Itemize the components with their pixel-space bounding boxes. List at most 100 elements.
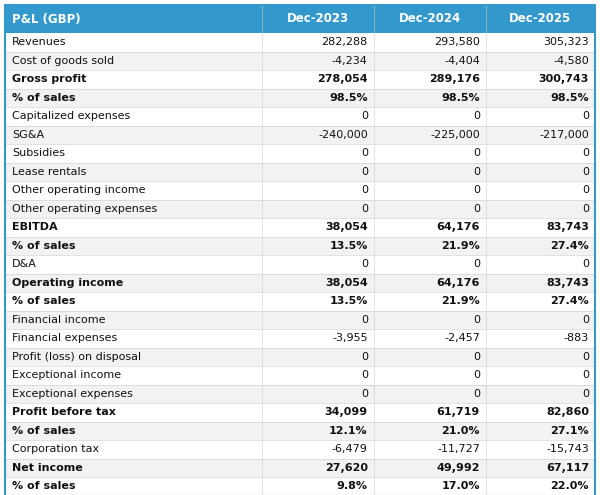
Text: % of sales: % of sales: [12, 426, 76, 436]
Text: 0: 0: [582, 315, 589, 325]
Text: 61,719: 61,719: [437, 407, 480, 417]
Bar: [5, 107, 595, 126]
Bar: [5, 458, 595, 477]
Bar: [5, 33, 595, 51]
Text: -2,457: -2,457: [444, 333, 480, 343]
Text: Other operating income: Other operating income: [12, 185, 146, 195]
Text: 0: 0: [473, 370, 480, 380]
Text: 300,743: 300,743: [539, 74, 589, 84]
Text: 0: 0: [361, 370, 368, 380]
Text: % of sales: % of sales: [12, 241, 76, 251]
Text: 0: 0: [473, 148, 480, 158]
Text: -4,580: -4,580: [553, 56, 589, 66]
Text: 289,176: 289,176: [429, 74, 480, 84]
Text: Financial expenses: Financial expenses: [12, 333, 117, 343]
Bar: [5, 218, 595, 237]
Text: % of sales: % of sales: [12, 296, 76, 306]
Bar: [5, 366, 595, 385]
Text: Financial income: Financial income: [12, 315, 106, 325]
Text: Profit (loss) on disposal: Profit (loss) on disposal: [12, 352, 141, 362]
Bar: [5, 422, 595, 440]
Text: 0: 0: [361, 204, 368, 214]
Text: 0: 0: [582, 185, 589, 195]
Text: -3,955: -3,955: [332, 333, 368, 343]
Bar: [5, 89, 595, 107]
Bar: [5, 51, 595, 70]
Bar: [5, 199, 595, 218]
Text: 27.4%: 27.4%: [550, 296, 589, 306]
Text: -225,000: -225,000: [430, 130, 480, 140]
Text: -15,743: -15,743: [546, 444, 589, 454]
Text: 98.5%: 98.5%: [329, 93, 368, 103]
Text: 83,743: 83,743: [546, 278, 589, 288]
Bar: [5, 255, 595, 274]
Text: % of sales: % of sales: [12, 481, 76, 491]
Text: 83,743: 83,743: [546, 222, 589, 232]
Text: 305,323: 305,323: [544, 37, 589, 47]
Text: -6,479: -6,479: [332, 444, 368, 454]
Text: 67,117: 67,117: [546, 463, 589, 473]
Text: 38,054: 38,054: [325, 222, 368, 232]
Text: 0: 0: [361, 352, 368, 362]
Bar: [5, 440, 595, 458]
Text: Gross profit: Gross profit: [12, 74, 86, 84]
Text: 21.9%: 21.9%: [441, 296, 480, 306]
Text: 0: 0: [473, 315, 480, 325]
Text: 22.0%: 22.0%: [551, 481, 589, 491]
Text: 0: 0: [361, 111, 368, 121]
Bar: [5, 237, 595, 255]
Text: SG&A: SG&A: [12, 130, 44, 140]
Bar: [5, 144, 595, 162]
Text: Exceptional income: Exceptional income: [12, 370, 121, 380]
Text: -240,000: -240,000: [318, 130, 368, 140]
Bar: [5, 274, 595, 292]
Text: -4,404: -4,404: [444, 56, 480, 66]
Text: 0: 0: [361, 389, 368, 399]
Text: -217,000: -217,000: [539, 130, 589, 140]
Text: -4,234: -4,234: [332, 56, 368, 66]
Text: 0: 0: [361, 148, 368, 158]
Bar: [5, 477, 595, 495]
Text: 0: 0: [582, 204, 589, 214]
Bar: [5, 181, 595, 199]
Text: 13.5%: 13.5%: [329, 241, 368, 251]
Text: 0: 0: [361, 185, 368, 195]
Text: Dec-2025: Dec-2025: [509, 12, 572, 26]
Text: Lease rentals: Lease rentals: [12, 167, 86, 177]
Text: -11,727: -11,727: [437, 444, 480, 454]
Text: 0: 0: [582, 370, 589, 380]
Text: Dec-2024: Dec-2024: [398, 12, 461, 26]
Text: 0: 0: [473, 259, 480, 269]
Text: 0: 0: [582, 389, 589, 399]
Bar: [5, 292, 595, 310]
Text: 21.0%: 21.0%: [442, 426, 480, 436]
Text: Dec-2023: Dec-2023: [287, 12, 349, 26]
Text: P&L (GBP): P&L (GBP): [12, 12, 80, 26]
Text: Other operating expenses: Other operating expenses: [12, 204, 157, 214]
Text: Cost of goods sold: Cost of goods sold: [12, 56, 114, 66]
Text: 38,054: 38,054: [325, 278, 368, 288]
Text: 49,992: 49,992: [436, 463, 480, 473]
Text: 0: 0: [361, 259, 368, 269]
Text: Exceptional expenses: Exceptional expenses: [12, 389, 133, 399]
Text: Operating income: Operating income: [12, 278, 123, 288]
Text: D&A: D&A: [12, 259, 37, 269]
Text: 82,860: 82,860: [546, 407, 589, 417]
Text: 27.1%: 27.1%: [550, 426, 589, 436]
Text: 27,620: 27,620: [325, 463, 368, 473]
Bar: [5, 126, 595, 144]
Bar: [5, 385, 595, 403]
Text: 0: 0: [473, 111, 480, 121]
Text: 0: 0: [582, 111, 589, 121]
Text: Corporation tax: Corporation tax: [12, 444, 99, 454]
Text: EBITDA: EBITDA: [12, 222, 58, 232]
Text: Net income: Net income: [12, 463, 83, 473]
Text: 278,054: 278,054: [317, 74, 368, 84]
Text: 64,176: 64,176: [436, 222, 480, 232]
Bar: [5, 5, 595, 33]
Bar: [5, 347, 595, 366]
Text: 34,099: 34,099: [325, 407, 368, 417]
Text: 98.5%: 98.5%: [550, 93, 589, 103]
Bar: [5, 403, 595, 422]
Text: 293,580: 293,580: [434, 37, 480, 47]
